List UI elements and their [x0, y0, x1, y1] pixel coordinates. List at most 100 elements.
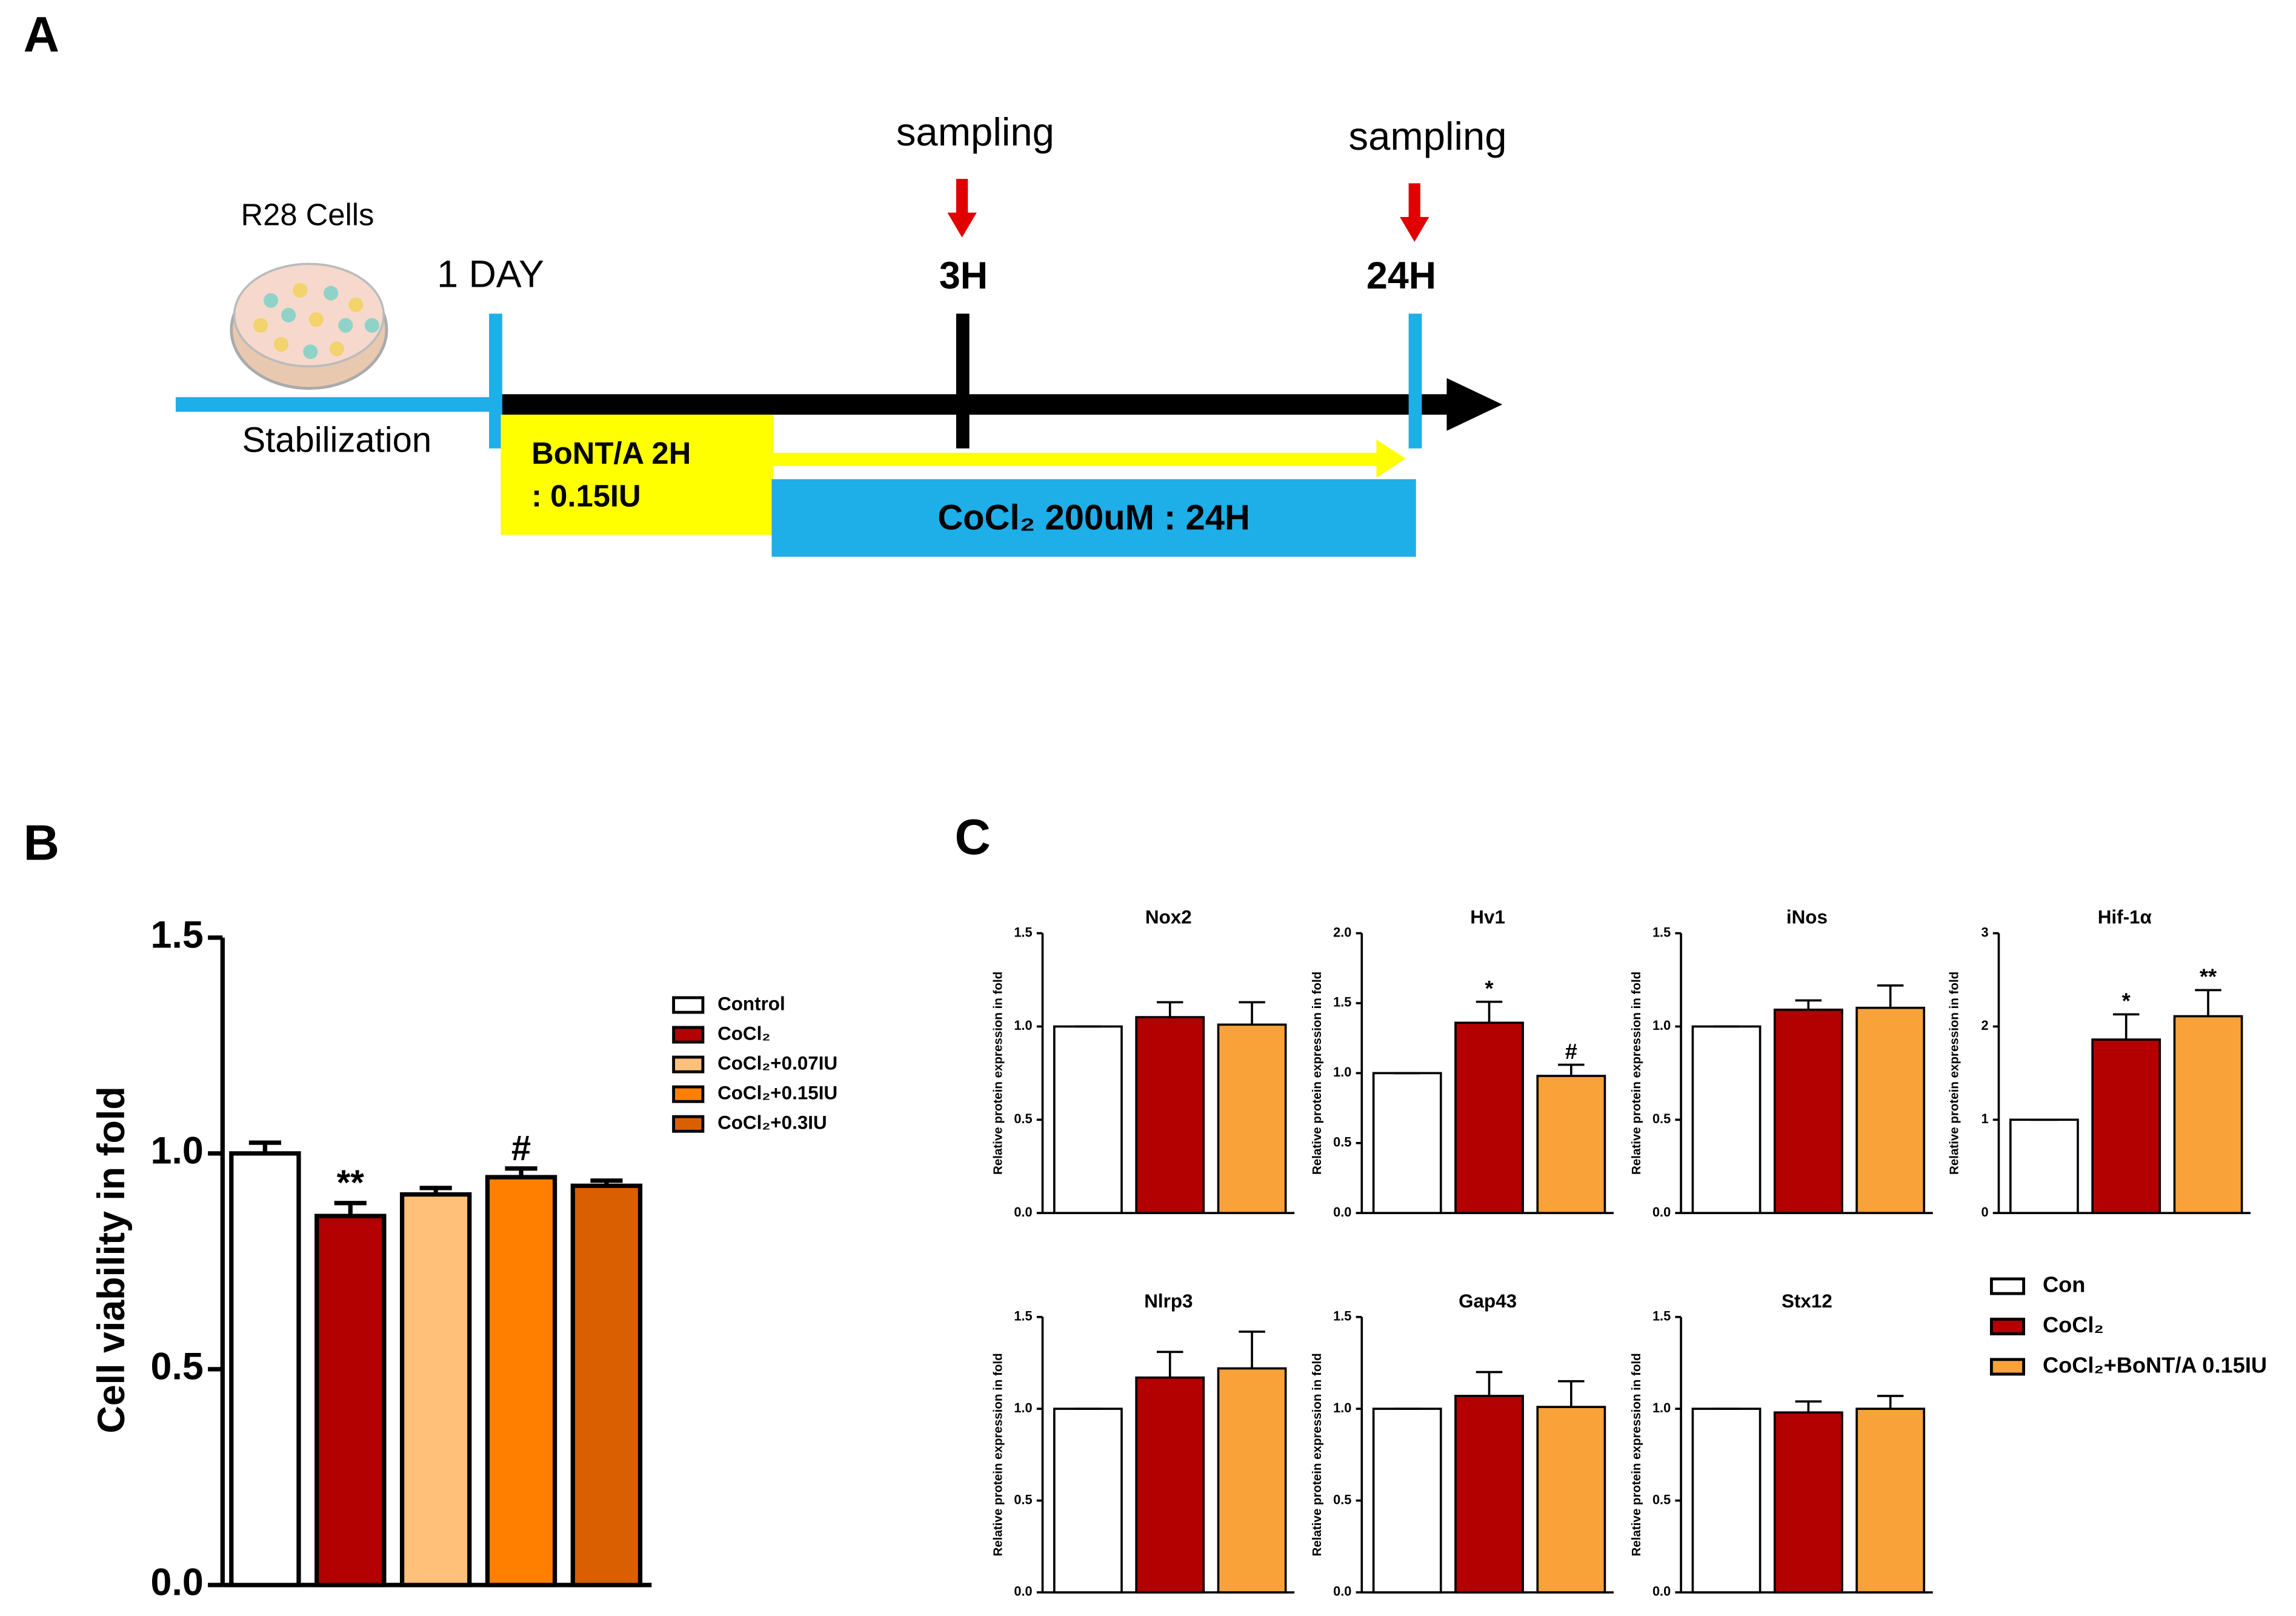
y-tick-label: 1.5 [1014, 924, 1032, 940]
error-bar [1239, 1331, 1265, 1369]
panel-title: Nox2 [1145, 907, 1192, 928]
y-tick-label: 1.0 [151, 1129, 204, 1172]
y-tick-label: 2.0 [1333, 924, 1351, 940]
panel-title: Hif-1α [2098, 907, 2152, 928]
significance: # [1565, 1039, 1577, 1064]
y-tick-label: 0.0 [1014, 1584, 1032, 1599]
y-axis-label: Cell viability in fold [90, 1086, 133, 1433]
legend-label: Control [717, 993, 785, 1014]
bar [229, 1151, 301, 1588]
error-bar [1877, 1395, 1904, 1409]
y-tick-label: 2 [1981, 1018, 1988, 1033]
legend-label: Con [2043, 1272, 2085, 1297]
bar [399, 1192, 472, 1588]
cocl-label: CoCl₂ 200uM : 24H [937, 498, 1250, 537]
bar [1372, 1407, 1442, 1594]
bar [1372, 1072, 1442, 1214]
red-arrow [956, 179, 968, 217]
y-axis-label: Relative protein expression in fold [1310, 972, 1324, 1175]
cocl-box [771, 479, 1416, 557]
y-tick-label: 0.0 [151, 1561, 204, 1604]
legend-label: CoCl₂ [2043, 1312, 2104, 1337]
bar [1454, 1395, 1524, 1594]
error-bar [505, 1166, 537, 1178]
error-bar [1877, 984, 1904, 1008]
red-arrow-head [1400, 216, 1429, 242]
y-tick-label: 0 [1981, 1204, 1988, 1220]
bar [1217, 1367, 1287, 1594]
bar [2091, 1038, 2161, 1214]
bont-label: BoNT/A 2H [531, 436, 691, 470]
y-tick-label: 1.0 [1652, 1018, 1671, 1033]
error-bar [334, 1201, 367, 1217]
significance: # [511, 1129, 531, 1168]
day-label: 1 DAY [437, 253, 544, 296]
error-bar [1239, 1001, 1265, 1025]
bar [1454, 1021, 1524, 1214]
yellow-arrow-head [1376, 439, 1406, 478]
y-tick-label: 1 [1981, 1111, 1988, 1126]
y-tick-label: 0.5 [1333, 1492, 1351, 1507]
legend-swatch [672, 1085, 705, 1103]
bar [1855, 1407, 1926, 1594]
legend-swatch [672, 1055, 705, 1073]
panel-title: iNos [1786, 907, 1828, 928]
error-bar [419, 1186, 452, 1195]
error-bar [2112, 1013, 2140, 1040]
legend-label: CoCl₂+0.07IU [717, 1052, 837, 1073]
timeline [175, 179, 1503, 557]
day-tick [489, 313, 502, 449]
y-tick-label: 0.0 [1652, 1584, 1671, 1599]
bar [485, 1175, 557, 1588]
y-axis-label: Relative protein expression in fold [1310, 1353, 1324, 1556]
time-label: 24H [1366, 255, 1436, 297]
error-bar [1795, 999, 1822, 1010]
legend-swatch [1989, 1317, 2025, 1335]
bar [1691, 1025, 1762, 1214]
bar [1773, 1411, 1843, 1594]
error-bar [1156, 1351, 1183, 1378]
bar [2173, 1015, 2243, 1214]
y-tick-label: 0.0 [1333, 1204, 1351, 1220]
y-tick-label: 1.0 [1014, 1018, 1032, 1033]
panel-label: B [24, 816, 59, 871]
y-tick-label: 0.0 [1333, 1584, 1351, 1599]
legend-swatch [1989, 1358, 2025, 1376]
panel-label: A [24, 7, 59, 62]
y-tick-label: 0.5 [1652, 1492, 1671, 1507]
y-tick-label: 1.5 [1652, 1308, 1671, 1323]
y-axis-label: Relative protein expression in fold [1629, 972, 1643, 1175]
legend-swatch [1989, 1277, 2025, 1295]
error-bar [248, 1140, 281, 1154]
bar [1536, 1406, 1606, 1594]
dish [230, 262, 388, 390]
red-arrow [1408, 183, 1420, 222]
time-label: 3H [939, 255, 988, 297]
panel-label: C [955, 810, 991, 865]
sampling-label: sampling [1349, 114, 1507, 158]
panel-title: Nlrp3 [1144, 1290, 1193, 1312]
y-tick-label: 0.0 [1014, 1204, 1032, 1220]
error-bar [590, 1178, 623, 1186]
red-arrow-head [947, 212, 977, 238]
y-axis-label: Relative protein expression in fold [1947, 972, 1961, 1175]
error-bar [2195, 989, 2221, 1017]
bar [1217, 1023, 1287, 1214]
y-tick-label: 0.5 [1652, 1111, 1671, 1126]
stabilization-line [175, 397, 501, 412]
significance: * [2122, 989, 2131, 1013]
3h-tick [956, 313, 970, 449]
bar [1536, 1075, 1606, 1214]
legend-swatch [672, 996, 705, 1014]
bar [1855, 1006, 1926, 1214]
legend-label: CoCl₂+BoNT/A 0.15IU [2043, 1352, 2267, 1377]
significance: ** [337, 1164, 365, 1203]
bar [2009, 1118, 2079, 1214]
error-bar [1476, 1371, 1503, 1396]
bar [1691, 1407, 1762, 1594]
legend-swatch [672, 1026, 705, 1044]
bont-box [501, 415, 773, 535]
y-tick-label: 0.5 [1014, 1492, 1032, 1507]
error-bar [1558, 1063, 1585, 1076]
time-arrow [1446, 378, 1503, 431]
